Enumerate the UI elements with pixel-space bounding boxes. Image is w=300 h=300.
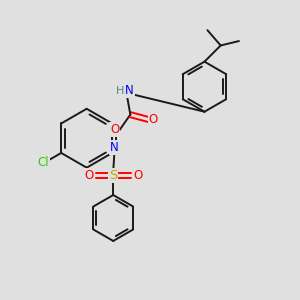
Text: H: H	[116, 86, 124, 96]
Text: O: O	[110, 123, 119, 136]
Text: S: S	[109, 169, 117, 182]
Text: O: O	[148, 113, 158, 126]
Text: N: N	[125, 84, 134, 97]
Text: O: O	[84, 169, 93, 182]
Text: O: O	[133, 169, 142, 182]
Text: N: N	[110, 141, 119, 154]
Text: Cl: Cl	[37, 156, 49, 169]
